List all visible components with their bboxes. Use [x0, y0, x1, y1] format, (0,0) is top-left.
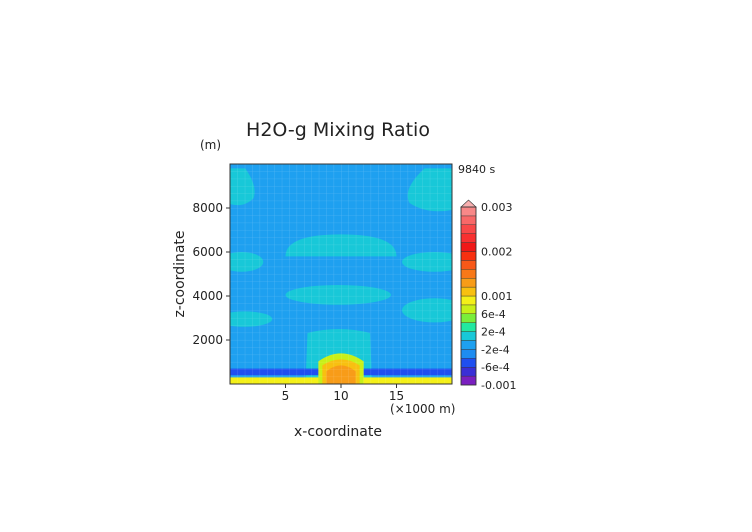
colorbar-swatch: [460, 367, 477, 377]
colorbar-frame: [460, 206, 477, 386]
colorbar-swatch: [460, 304, 477, 314]
colorbar-label: 0.002: [481, 246, 513, 259]
colorbar-swatch: [460, 206, 477, 217]
colorbar: 0.003 0.002 0.001 6e-4 2e-4 -2e-4 -6e-4 -0.001: [460, 199, 516, 392]
colorbar-label: -6e-4: [481, 361, 510, 374]
colorbar-swatch: [460, 233, 477, 243]
colorbar-swatch: [460, 242, 477, 252]
grid-overlay: [230, 164, 452, 384]
colorbar-label: 2e-4: [481, 326, 506, 339]
x-tick-label: 5: [282, 389, 290, 403]
colorbar-swatch: [460, 375, 477, 386]
time-label: 9840 s: [458, 163, 495, 176]
plot-area: [229, 163, 453, 385]
colorbar-swatch: [460, 286, 477, 297]
y-tick-label: 2000: [192, 333, 223, 347]
colorbar-swatch: [460, 313, 477, 323]
colorbar-swatch: [460, 215, 477, 225]
colorbar-swatch: [460, 358, 477, 368]
x-axis-label: x-coordinate: [294, 424, 382, 440]
y-axis-label: z-coordinate: [172, 230, 188, 317]
colorbar-label: 0.001: [481, 290, 513, 303]
colorbar-swatch: [460, 260, 477, 270]
colorbar-swatch: [460, 251, 477, 261]
chart-title: H2O-g Mixing Ratio: [246, 119, 430, 141]
y-axis-ticks: 2000 4000 6000 8000: [192, 201, 230, 347]
colorbar-label: 0.003: [481, 201, 513, 214]
x-tick-label: 15: [389, 389, 404, 403]
colorbar-extend-arrow: [460, 199, 477, 208]
colorbar-label: -0.001: [481, 379, 516, 392]
y-unit-label: (m): [200, 138, 221, 152]
colorbar-swatch: [460, 224, 477, 234]
y-tick-label: 4000: [192, 289, 223, 303]
y-tick-label: 6000: [192, 245, 223, 259]
colorbar-swatch: [460, 322, 477, 332]
colorbar-swatch: [460, 349, 477, 359]
colorbar-label: -2e-4: [481, 343, 510, 356]
colorbar-swatch: [460, 269, 477, 279]
colorbar-label: 6e-4: [481, 308, 506, 321]
y-tick-label: 8000: [192, 201, 223, 215]
x-unit-label: (×1000 m): [390, 402, 455, 416]
x-axis-ticks: 5 10 15: [282, 384, 404, 403]
x-tick-label: 10: [333, 389, 348, 403]
colorbar-swatch: [460, 295, 477, 306]
colorbar-swatch: [460, 340, 477, 350]
colorbar-swatch: [460, 331, 477, 341]
colorbar-swatch: [460, 278, 477, 288]
